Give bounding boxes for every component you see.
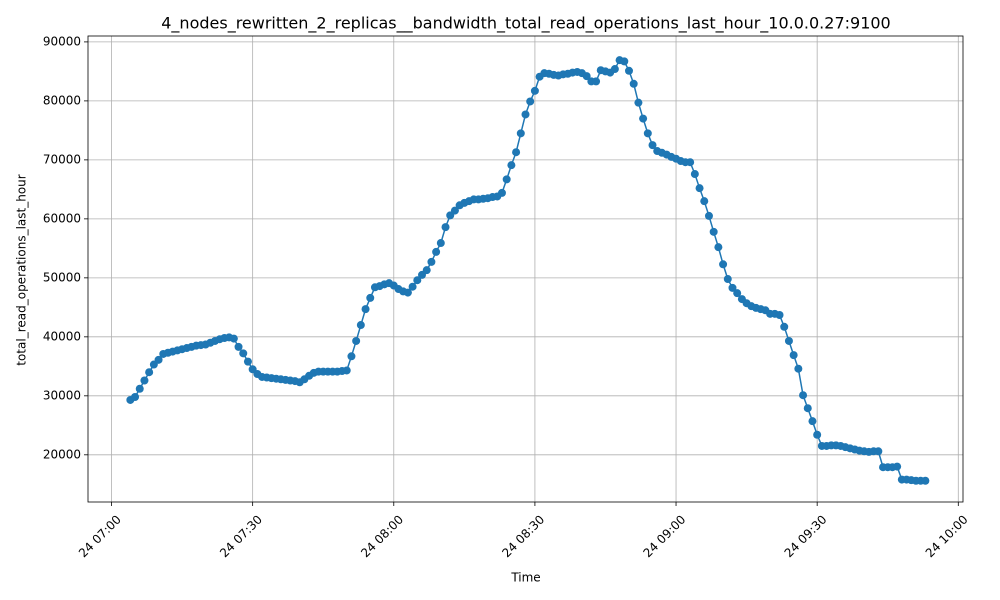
y-tick-label: 80000 xyxy=(43,93,81,107)
data-point xyxy=(347,352,356,361)
data-point xyxy=(413,276,422,285)
data-point xyxy=(803,404,812,413)
data-point xyxy=(643,129,652,138)
data-point xyxy=(639,114,648,123)
data-point xyxy=(629,79,638,88)
y-tick-label: 90000 xyxy=(43,34,81,48)
data-point xyxy=(723,275,732,284)
data-point xyxy=(131,393,140,402)
x-axis-label: Time xyxy=(510,571,540,585)
data-point xyxy=(695,184,704,193)
data-point xyxy=(714,243,723,252)
data-point xyxy=(592,77,601,86)
data-point xyxy=(140,376,149,385)
data-point xyxy=(154,355,163,364)
data-point xyxy=(794,364,803,373)
data-point xyxy=(799,391,808,400)
y-axis-label: total_read_operations_last_hour xyxy=(15,174,29,366)
data-point xyxy=(686,158,695,167)
data-point xyxy=(789,351,798,360)
data-point xyxy=(507,161,516,170)
data-point xyxy=(874,447,883,456)
data-point xyxy=(893,462,902,471)
data-point xyxy=(813,430,822,439)
data-point xyxy=(450,206,459,215)
y-tick-label: 40000 xyxy=(43,329,81,343)
chart-title: 4_nodes_rewritten_2_replicas__bandwidth_… xyxy=(161,14,890,34)
data-point xyxy=(239,349,248,358)
data-point xyxy=(502,175,511,184)
data-point xyxy=(620,57,629,66)
data-point xyxy=(610,65,619,74)
data-point xyxy=(775,311,784,320)
data-point xyxy=(408,282,417,291)
data-point xyxy=(516,129,525,138)
y-tick-label: 50000 xyxy=(43,270,81,284)
data-point xyxy=(780,322,789,331)
data-point xyxy=(243,357,252,366)
data-point xyxy=(728,283,737,292)
data-point xyxy=(229,334,238,343)
data-point xyxy=(690,170,699,179)
data-point xyxy=(135,384,144,393)
data-point xyxy=(234,342,243,351)
y-tick-label: 20000 xyxy=(43,447,81,461)
y-tick-label: 70000 xyxy=(43,152,81,166)
data-point xyxy=(921,476,930,485)
plot-frame xyxy=(87,35,964,503)
data-point xyxy=(342,366,351,375)
data-point xyxy=(700,197,709,206)
data-point xyxy=(704,211,713,220)
data-point xyxy=(497,188,506,197)
data-point xyxy=(432,247,441,256)
data-point xyxy=(352,336,361,345)
data-point xyxy=(521,110,530,119)
data-point xyxy=(530,86,539,95)
data-point xyxy=(436,239,445,248)
data-point xyxy=(648,141,657,150)
data-point xyxy=(733,289,742,298)
data-point xyxy=(624,66,633,75)
data-point xyxy=(709,227,718,236)
data-point xyxy=(719,260,728,269)
data-point xyxy=(422,266,431,275)
data-point xyxy=(808,417,817,426)
y-tick-label: 30000 xyxy=(43,388,81,402)
data-point xyxy=(512,148,521,157)
data-point xyxy=(427,257,436,266)
data-point xyxy=(784,336,793,345)
data-point xyxy=(441,223,450,232)
data-point xyxy=(361,305,370,314)
data-point xyxy=(366,293,375,302)
data-point xyxy=(582,72,591,81)
data-point xyxy=(145,368,154,377)
y-tick-label: 60000 xyxy=(43,211,81,225)
data-point xyxy=(356,321,365,330)
data-point xyxy=(526,97,535,106)
data-point xyxy=(403,288,412,297)
data-point xyxy=(634,98,643,107)
